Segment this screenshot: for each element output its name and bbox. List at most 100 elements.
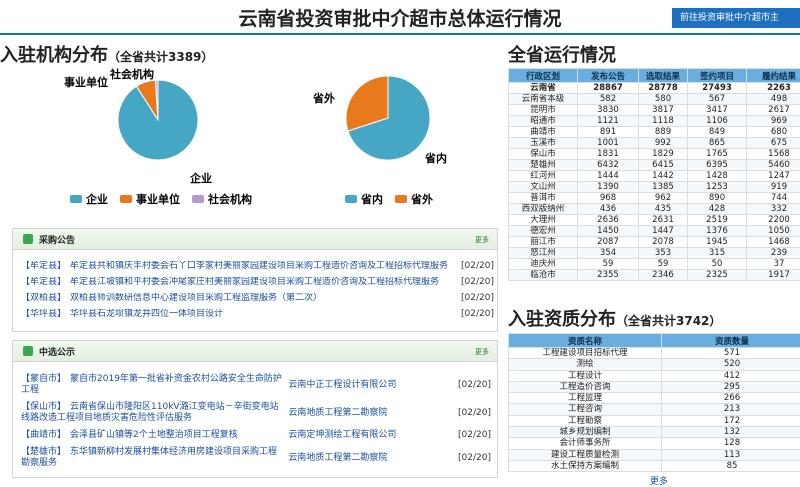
table-cell: 1118 xyxy=(639,116,688,127)
table-cell: 435 xyxy=(639,204,688,215)
table-cell: 680 xyxy=(747,127,800,138)
section-heading: 入驻资质分布（全省共计3742） xyxy=(508,305,721,331)
selection-text: 【蒙自市】蒙自市2019年第一批省补资金农村公路安全生命防护工程 xyxy=(21,374,282,396)
region: 【保山市】 xyxy=(21,402,66,412)
table-cell: 889 xyxy=(639,127,688,138)
table-cell: 保山市 xyxy=(509,149,578,160)
more-link[interactable]: 更多 xyxy=(475,347,489,357)
selection-row[interactable]: 【保山市】云南省保山市隆阳区110kV潞江变电站－辛街变电站线路改造工程项目地质… xyxy=(21,399,491,427)
table-cell: 德宏州 xyxy=(509,226,578,237)
date: [02/20] xyxy=(461,277,494,288)
slice-label: 省外 xyxy=(312,91,335,105)
table-cell: 213 xyxy=(662,404,800,415)
table-cell: 玉溪市 xyxy=(509,138,578,149)
table-cell: 428 xyxy=(688,204,747,215)
table-cell: 昆明市 xyxy=(509,105,578,116)
selection-panel: 中选公示更多【蒙自市】蒙自市2019年第一批省补资金农村公路安全生命防护工程云南… xyxy=(12,340,498,478)
legend-swatch xyxy=(70,195,82,203)
table-cell: 992 xyxy=(639,138,688,149)
table-cell: 红河州 xyxy=(509,171,578,182)
table-cell: 会计师事务所 xyxy=(509,438,662,449)
table-cell: 580 xyxy=(639,94,688,105)
more-link[interactable]: 更多 xyxy=(650,474,668,487)
selection-row[interactable]: 【曲靖市】会泽县矿山镇等2个土地整治项目工程复核云南定坤测绘工程有限公司[02/… xyxy=(21,427,491,444)
table-cell: 436 xyxy=(578,204,639,215)
table-cell: 865 xyxy=(688,138,747,149)
table-cell: 2087 xyxy=(578,237,639,248)
table-cell: 1945 xyxy=(688,237,747,248)
table-cell: 工程建设项目招标代理 xyxy=(509,348,662,359)
selection-row[interactable]: 【蒙自市】蒙自市2019年第一批省补资金农村公路安全生命防护工程云南中正工程设计… xyxy=(21,371,491,399)
column-header: 资质名称 xyxy=(509,334,662,348)
table-cell: 85 xyxy=(662,460,800,471)
table-cell: 2200 xyxy=(747,215,800,226)
table-cell: 5460 xyxy=(747,160,800,171)
table-cell: 建设工程质量检测 xyxy=(509,449,662,460)
table-cell: 1376 xyxy=(688,226,747,237)
section-subtitle: （全省共计3742） xyxy=(616,314,721,328)
region: 【蒙自市】 xyxy=(21,374,66,384)
column-header: 履约结果 xyxy=(747,69,800,83)
table-cell: 28867 xyxy=(578,83,639,94)
table-cell: 295 xyxy=(662,381,800,392)
table-cell: 498 xyxy=(747,94,800,105)
table-cell: 昭通市 xyxy=(509,116,578,127)
table-cell: 1442 xyxy=(639,171,688,182)
portal-button[interactable]: 前往投资审批中介超市主 xyxy=(672,8,800,28)
slice-label: 企业 xyxy=(189,171,212,185)
table-cell: 1385 xyxy=(639,182,688,193)
table-cell: 128 xyxy=(662,438,800,449)
panel-icon xyxy=(23,234,33,244)
table-cell: 37 xyxy=(747,259,800,270)
table-cell: 测绘 xyxy=(509,359,662,370)
column-header: 签约项目 xyxy=(688,69,747,83)
table-cell: 332 xyxy=(747,204,800,215)
table-cell: 50 xyxy=(688,259,747,270)
title: 牟定县共和镇庆丰村委会石丫口李家村美丽家园建设项目采购工程造价咨询及工程招标代理… xyxy=(70,261,448,271)
table-cell: 315 xyxy=(688,248,747,259)
table-cell: 2263 xyxy=(747,83,800,94)
selection-text: 【曲靖市】会泽县矿山镇等2个土地整治项目工程复核 xyxy=(21,430,282,441)
panel-header: 采购公告 更多 xyxy=(13,229,497,250)
table-cell: 354 xyxy=(578,248,639,259)
announcement-text: 【牟定县】牟定县江坡镇和平村委会冲尾家庄村美丽家园建设项目采购工程造价咨询及工程… xyxy=(21,277,451,288)
region: 【华坪县】 xyxy=(21,309,66,319)
table-cell: 2078 xyxy=(639,237,688,248)
legend-label: 省内 xyxy=(360,192,383,206)
announcement-text: 【华坪县】华坪县石龙坝镇龙井四位一体项目设计 xyxy=(21,309,451,320)
table-cell: 1450 xyxy=(578,226,639,237)
table-cell: 2355 xyxy=(578,270,639,281)
table-cell: 曲靖市 xyxy=(509,127,578,138)
more-link[interactable]: 更多 xyxy=(475,235,489,245)
section-title: 全省运行情况 xyxy=(508,41,616,67)
company: 云南中正工程设计有限公司 xyxy=(282,380,458,391)
selection-row[interactable]: 【楚雄市】东华镇新柳村发展村集体经济用房建设项目采购工程勘察服务云南地质工程第二… xyxy=(21,444,491,472)
table-cell: 云南省 xyxy=(509,83,578,94)
panel-title: 采购公告 xyxy=(39,233,75,246)
table-cell: 353 xyxy=(639,248,688,259)
table-cell: 849 xyxy=(688,127,747,138)
table-cell: 6395 xyxy=(688,160,747,171)
date: [02/20] xyxy=(458,453,491,464)
section-title: 入驻资质分布 xyxy=(508,309,616,330)
table-cell: 3417 xyxy=(688,105,747,116)
region: 【双柏县】 xyxy=(21,293,66,303)
table-cell: 迪庆州 xyxy=(509,259,578,270)
table-cell: 266 xyxy=(662,393,800,404)
